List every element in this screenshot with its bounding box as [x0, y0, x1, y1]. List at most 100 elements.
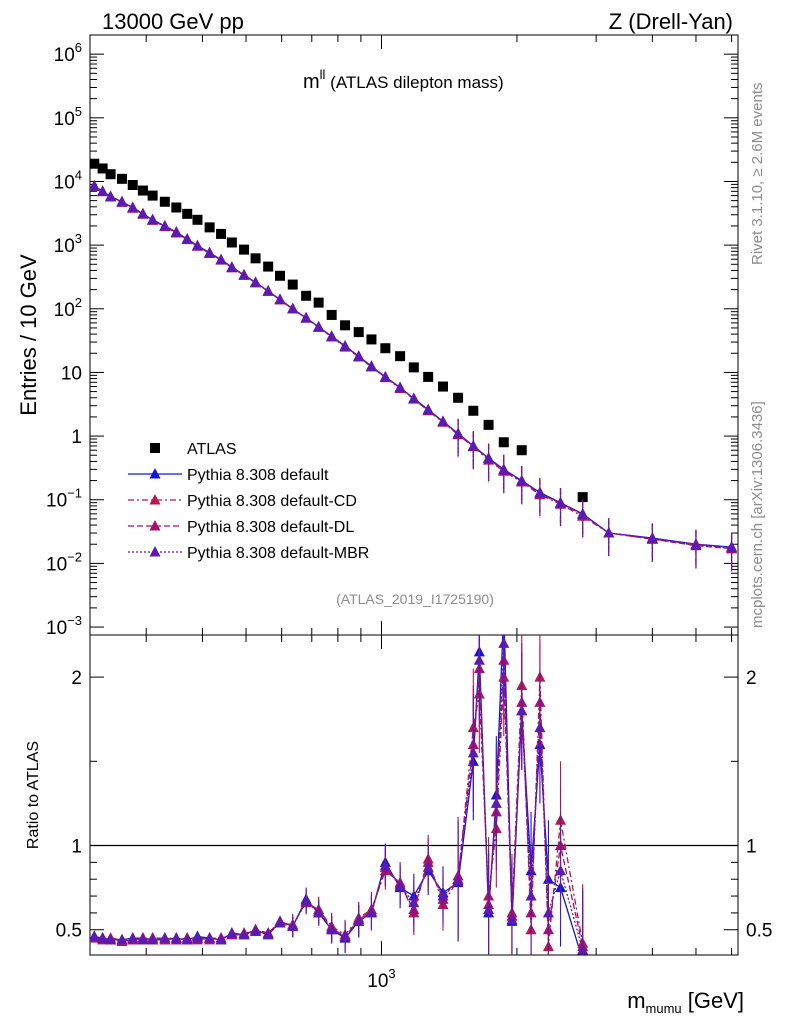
- main-y-tick-label-base: 10: [46, 491, 67, 512]
- ratio-y-tick-label-right: 2: [746, 668, 757, 689]
- atlas-point: [226, 237, 237, 248]
- ratio-point: [127, 932, 139, 943]
- atlas-point: [408, 362, 419, 373]
- ratio-point: [191, 932, 203, 943]
- legend-label: Pythia 8.308 default-DL: [187, 519, 354, 536]
- ratio-point: [170, 932, 182, 943]
- atlas-point: [90, 158, 100, 169]
- ratio-point: [274, 917, 286, 928]
- ratio-point: [339, 930, 351, 941]
- mc-point: [90, 180, 100, 191]
- ratio-point: [147, 933, 159, 945]
- atlas-point: [250, 253, 261, 264]
- mc-point: [516, 474, 528, 486]
- mc-point: [437, 415, 449, 427]
- atlas-point: [353, 327, 364, 338]
- mc-point: [250, 276, 262, 287]
- ratio-y-axis-title: Ratio to ATLAS: [25, 741, 42, 849]
- atlas-point: [147, 190, 158, 201]
- atlas-point: [301, 290, 312, 301]
- mc-point: [422, 403, 434, 415]
- atlas-point: [127, 180, 138, 191]
- ratio-point: [90, 930, 100, 941]
- legend-marker: [149, 468, 161, 479]
- ratio-y-tick-label: 2: [71, 668, 82, 689]
- ratio-point: [238, 928, 250, 940]
- atlas-point: [326, 309, 337, 320]
- ratio-point: [181, 933, 193, 945]
- ratio-point: [498, 604, 509, 615]
- ratio-point: [555, 864, 567, 876]
- ratio-point: [542, 906, 554, 918]
- ratio-point: [490, 797, 502, 808]
- main-y-tick-label-exp: 6: [75, 40, 82, 55]
- main-y-tick-label: 105: [54, 104, 82, 130]
- main-y-tick-label-base: 10: [54, 236, 75, 257]
- atlas-point: [182, 208, 193, 219]
- mc-point: [215, 253, 227, 265]
- atlas-point: [239, 244, 250, 255]
- ratio-point: [394, 879, 406, 891]
- x-axis-title-unit: [GeV]: [682, 988, 744, 1013]
- rivet-note: Rivet 3.1.10, ≥ 2.6M events: [749, 83, 766, 266]
- atlas-point: [171, 202, 182, 213]
- main-y-tick-label-base: 1: [71, 427, 82, 448]
- legend-marker: [149, 520, 161, 531]
- ratio-point: [262, 928, 274, 940]
- mc-point: [105, 190, 117, 202]
- main-y-tick-label: 10−3: [46, 613, 82, 639]
- legend: ATLAS Pythia 8.308 default Pythia 8.308 de…: [128, 441, 369, 562]
- main-y-tick-label-base: 10: [54, 109, 75, 130]
- x-axis-title-sub: mumu: [646, 1001, 682, 1016]
- mc-point: [452, 427, 464, 439]
- main-y-tick-label: 10−2: [46, 549, 82, 575]
- mc-point: [353, 350, 365, 361]
- mc-point: [339, 340, 351, 351]
- main-y-tick-label-exp: 3: [75, 231, 82, 246]
- ratio-series-line: [94, 643, 584, 951]
- mc-point: [726, 541, 738, 552]
- main-y-tick-label: 1: [71, 427, 82, 448]
- mc-point: [170, 226, 182, 237]
- ratio-point: [116, 933, 128, 945]
- plot-title-main: m: [303, 71, 320, 93]
- ratio-point: [525, 890, 537, 901]
- legend-marker-atlas: [150, 443, 160, 453]
- legend-label: Pythia 8.308 default-MBR: [187, 545, 369, 562]
- main-y-tick-label-exp: −1: [67, 486, 82, 501]
- main-y-tick-label: 10−1: [46, 486, 82, 512]
- atlas-point: [423, 371, 434, 382]
- main-y-tick-label-base: 10: [54, 172, 75, 193]
- mc-point: [467, 439, 479, 451]
- main-y-tick-label: 102: [54, 295, 82, 321]
- main-y-tick-label-base: 10: [54, 300, 75, 321]
- mc-point: [498, 463, 510, 475]
- main-y-tick-label: 10: [61, 363, 82, 384]
- x-axis-title: mmumu [GeV]: [627, 988, 744, 1016]
- mcplots-note: mcplots.cern.ch [arXiv:1306.3436]: [749, 401, 766, 628]
- ratio-point: [534, 721, 546, 733]
- ratio-point: [215, 933, 227, 945]
- ratio-point: [300, 895, 312, 906]
- ratio-point: [498, 637, 510, 648]
- main-y-axis-title: Entries / 10 GeV: [16, 254, 41, 416]
- ratio-point: [159, 932, 171, 943]
- mc-point: [97, 185, 109, 196]
- mc-series-line: [93, 185, 732, 548]
- mc-point: [365, 360, 377, 371]
- ratio-point: [483, 903, 495, 915]
- ratio-point: [473, 654, 485, 665]
- ratio-point: [137, 933, 149, 945]
- ratio-point: [250, 925, 262, 936]
- ratio-point: [452, 874, 464, 886]
- atlas-point: [395, 351, 406, 362]
- atlas-point: [263, 261, 274, 272]
- ratio-y-tick-label: 1: [71, 837, 82, 858]
- legend-marker: [149, 494, 161, 505]
- main-y-tick-label: 103: [54, 231, 82, 257]
- atlas-point: [498, 437, 509, 448]
- ratio-y-tick-label-right: 1: [746, 837, 757, 858]
- mc-point: [646, 532, 658, 543]
